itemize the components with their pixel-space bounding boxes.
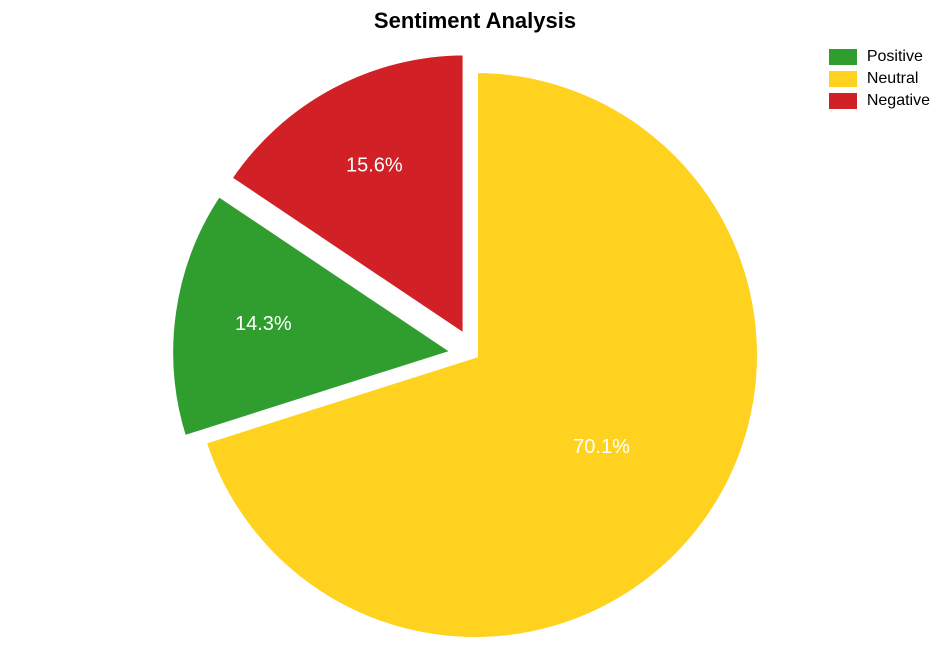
legend-swatch-neutral [829, 71, 857, 87]
legend-label-positive: Positive [867, 48, 923, 66]
legend-swatch-positive [829, 49, 857, 65]
legend-swatch-negative [829, 93, 857, 109]
legend-item-negative: Negative [829, 92, 930, 110]
pie-label-neutral: 70.1% [573, 436, 630, 458]
legend-item-positive: Positive [829, 48, 930, 66]
sentiment-pie-chart: Sentiment Analysis 70.1%14.3%15.6% Posit… [0, 0, 950, 662]
legend-item-neutral: Neutral [829, 70, 930, 88]
pie-label-negative: 15.6% [346, 155, 403, 177]
legend-label-negative: Negative [867, 92, 930, 110]
pie-label-positive: 14.3% [235, 313, 292, 335]
pie-svg: 70.1% 14.3% 15.6% [0, 0, 950, 662]
legend-label-neutral: Neutral [867, 70, 919, 88]
legend: Positive Neutral Negative [829, 48, 930, 114]
